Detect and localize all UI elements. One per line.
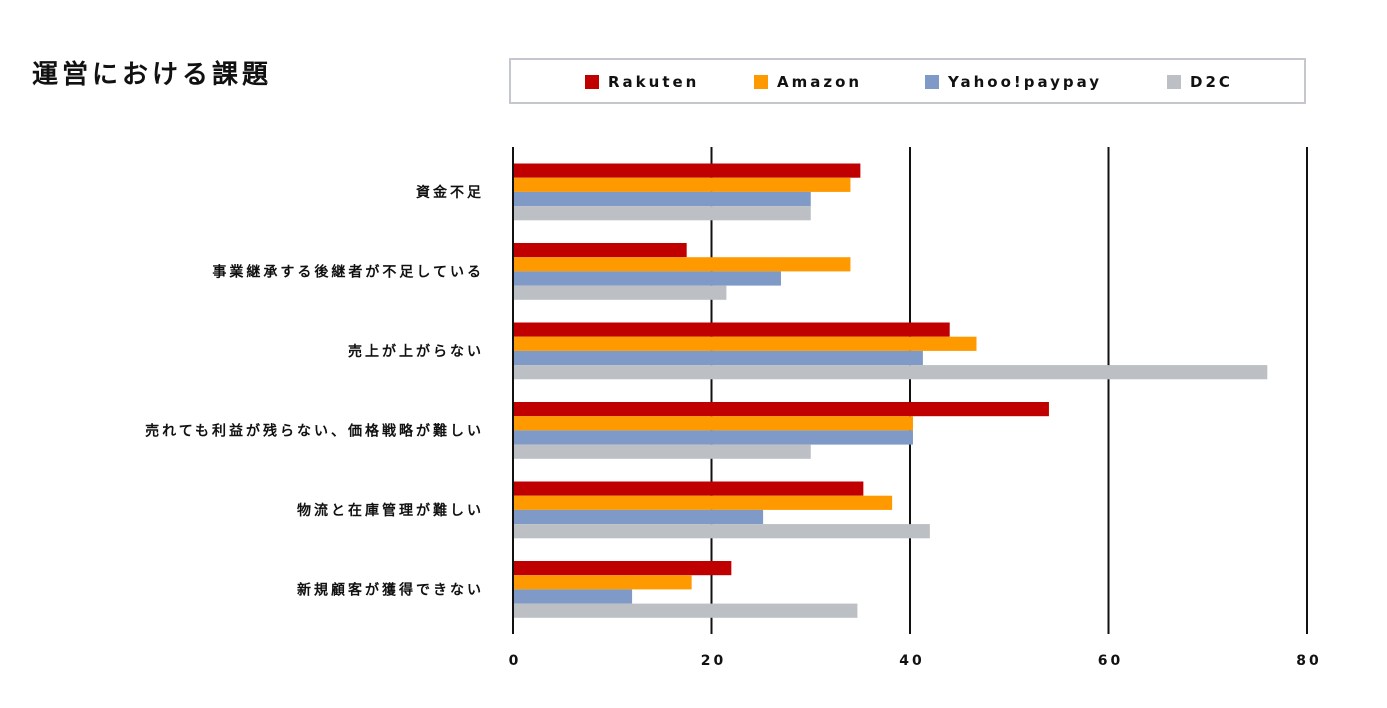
legend-label-rakuten: Rakuten bbox=[608, 73, 700, 91]
bar-yahoo-paypay-4 bbox=[514, 509, 764, 525]
bar-yahoo-paypay-3 bbox=[514, 430, 913, 445]
bar-amazon-5 bbox=[514, 575, 692, 590]
legend-item-amazon: Amazon bbox=[754, 72, 862, 92]
legend-item-yahoo-paypay: Yahoo!paypay bbox=[925, 72, 1102, 92]
legend-swatch-amazon bbox=[754, 75, 768, 89]
category-label: 新規顧客が獲得できない bbox=[297, 581, 484, 598]
x-tick-label: 20 bbox=[701, 653, 726, 669]
bar-rakuten-3 bbox=[514, 402, 1049, 417]
bar-d2c-1 bbox=[514, 285, 727, 300]
legend-label-d2c: D2C bbox=[1190, 73, 1233, 91]
category-label: 物流と在庫管理が難しい bbox=[297, 502, 484, 519]
legend-swatch-d2c bbox=[1167, 75, 1181, 89]
bar-amazon-1 bbox=[514, 257, 851, 272]
legend-item-rakuten: Rakuten bbox=[585, 72, 699, 92]
category-label: 売上が上がらない bbox=[348, 343, 484, 360]
bar-rakuten-2 bbox=[514, 322, 950, 337]
x-tick-label: 0 bbox=[509, 653, 522, 669]
bar-amazon-3 bbox=[514, 416, 913, 431]
bar-d2c-5 bbox=[514, 603, 858, 618]
bar-yahoo-paypay-0 bbox=[514, 191, 811, 207]
bar-d2c-4 bbox=[514, 524, 930, 539]
legend-swatch-yahoo-paypay bbox=[925, 75, 939, 89]
bar-amazon-0 bbox=[514, 177, 851, 192]
legend-label-yahoo-paypay: Yahoo!paypay bbox=[948, 73, 1103, 91]
bar-rakuten-0 bbox=[514, 163, 861, 178]
category-label: 売れても利益が残らない、価格戦略が難しい bbox=[145, 422, 484, 439]
x-tick-label: 40 bbox=[899, 653, 924, 669]
bar-d2c-2 bbox=[514, 365, 1268, 380]
bar-amazon-4 bbox=[514, 495, 893, 510]
category-label: 事業継承する後継者が不足している bbox=[212, 263, 484, 280]
bar-yahoo-paypay-2 bbox=[514, 350, 923, 366]
legend-swatch-rakuten bbox=[585, 75, 599, 89]
bar-rakuten-4 bbox=[514, 481, 864, 496]
bar-d2c-3 bbox=[514, 444, 811, 459]
bar-yahoo-paypay-1 bbox=[514, 271, 781, 286]
bar-rakuten-5 bbox=[514, 561, 732, 576]
legend: Rakuten Amazon Yahoo!paypay D2C bbox=[509, 58, 1306, 104]
chart-title: 運営における課題 bbox=[32, 60, 273, 90]
bar-yahoo-paypay-5 bbox=[514, 589, 633, 604]
legend-item-d2c: D2C bbox=[1167, 72, 1233, 92]
category-label: 資金不足 bbox=[416, 184, 484, 201]
bar-amazon-2 bbox=[514, 336, 977, 351]
bar-d2c-0 bbox=[514, 206, 811, 221]
legend-label-amazon: Amazon bbox=[777, 73, 863, 91]
bar-rakuten-1 bbox=[514, 243, 687, 258]
x-tick-label: 80 bbox=[1296, 653, 1321, 669]
x-tick-label: 60 bbox=[1098, 653, 1123, 669]
